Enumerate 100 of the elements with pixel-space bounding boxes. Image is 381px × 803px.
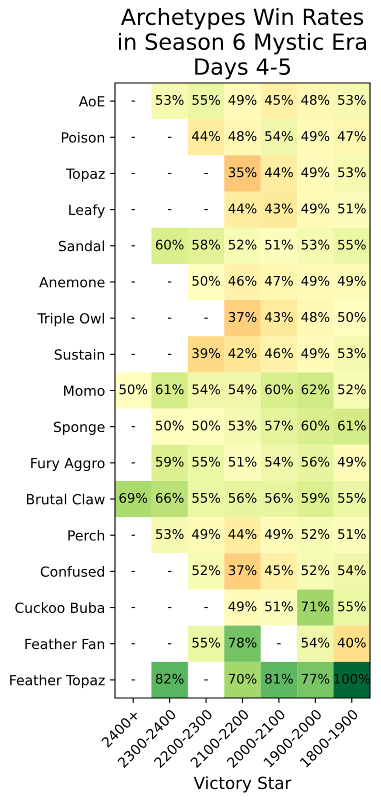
y-tick-label: Cuckoo Buba [15,602,104,614]
y-tick-label: Triple Owl [37,312,104,326]
data-label: 81% [265,674,293,684]
text: - [204,679,208,680]
y-tick-label: Brutal Claw [26,494,105,505]
text: - [131,570,135,572]
x-axis-title: Victory Star [194,776,292,792]
text: - [131,607,135,608]
data-label: 55% [192,94,220,105]
data-label: 82% [156,674,184,684]
data-label: 58% [192,240,220,250]
y-tick-label: Anemone [39,277,105,288]
text: - [131,245,135,246]
text: - [131,643,135,644]
data-label: 53% [338,348,366,358]
text: - [131,172,135,174]
y-tick-label: Poison [62,132,104,143]
data-label: 53% [338,167,366,178]
data-label: 52% [302,565,330,576]
y-tick-label: Sandal [58,240,104,252]
text: - [277,643,281,644]
data-label: 55% [192,492,220,503]
text: - [204,318,208,319]
text: - [131,534,135,536]
data-label: 53% [302,240,330,250]
text: - [131,318,135,319]
data-label: 69% [119,492,148,503]
data-label: 51% [228,456,256,467]
data-label: 56% [265,492,293,503]
text: - [131,462,135,464]
text: - [204,607,208,608]
data-label: 51% [265,240,293,250]
data-label: 49% [228,94,256,105]
data-label: 60% [156,240,184,250]
data-label: 54% [265,131,293,142]
data-label: 61% [156,384,184,394]
data-label: 59% [302,492,330,503]
data-label: 55% [192,456,220,467]
data-label: 46% [264,348,293,358]
text: - [168,209,172,210]
data-label: 49% [301,167,330,178]
data-label: 37% [228,565,256,576]
data-label: 78% [228,638,256,648]
y-tick-label: Leafy [69,204,105,218]
y-tick-label: Confused [40,566,104,577]
data-label: 59% [156,456,184,467]
text: - [131,679,135,680]
data-label: 45% [264,94,293,105]
data-label: 53% [156,529,184,540]
data-label: 71% [302,601,330,612]
text: - [131,281,135,283]
data-label: 49% [301,348,330,358]
data-label: 44% [228,203,256,214]
data-label: 47% [264,276,293,286]
text: - [131,426,135,428]
data-label: 49% [338,276,366,286]
data-label: 54% [338,565,366,576]
data-label: 52% [192,565,220,576]
data-label: 55% [338,240,366,250]
data-label: 54% [302,638,330,648]
data-label: 44% [192,131,220,142]
data-label: 52% [302,529,330,540]
data-label: 66% [156,492,184,503]
data-label: 48% [301,312,330,322]
data-label: 45% [264,565,293,576]
data-label: 37% [228,312,256,322]
chart-title: Archetypes Win Rates in Season 6 Mystic Era Days 4-5 [119,8,366,80]
text: - [131,136,135,138]
data-label: 53% [156,94,184,105]
data-label: 54% [192,384,220,394]
data-label: 51% [338,529,366,540]
y-tick-label: Feather Topaz [10,674,105,688]
text: - [131,354,135,355]
data-label: 46% [228,276,256,286]
data-label: 50% [192,420,220,431]
data-label: 54% [228,384,256,394]
data-label: 49% [338,456,366,467]
data-label: 56% [228,492,256,503]
data-label: 52% [338,384,366,394]
data-label: 49% [228,601,256,612]
data-label: 55% [338,601,366,612]
data-label: 52% [228,240,256,250]
data-label: 44% [228,529,256,540]
data-label: 62% [302,384,330,394]
data-label: 54% [265,456,293,467]
data-label: 56% [302,456,330,467]
data-label: 48% [301,94,330,105]
text: - [204,209,208,210]
data-label: 55% [338,492,366,503]
data-label: 47% [338,131,366,142]
data-label: 40% [338,638,366,648]
data-label: 51% [265,601,293,612]
data-label: 50% [120,384,148,394]
data-label: 49% [264,529,293,540]
data-label: 49% [301,276,330,286]
data-label: 35% [228,167,256,178]
y-tick-label: Topaz [66,168,105,182]
text: - [168,643,172,644]
data-label: 60% [302,420,330,431]
data-label: 50% [156,420,184,431]
